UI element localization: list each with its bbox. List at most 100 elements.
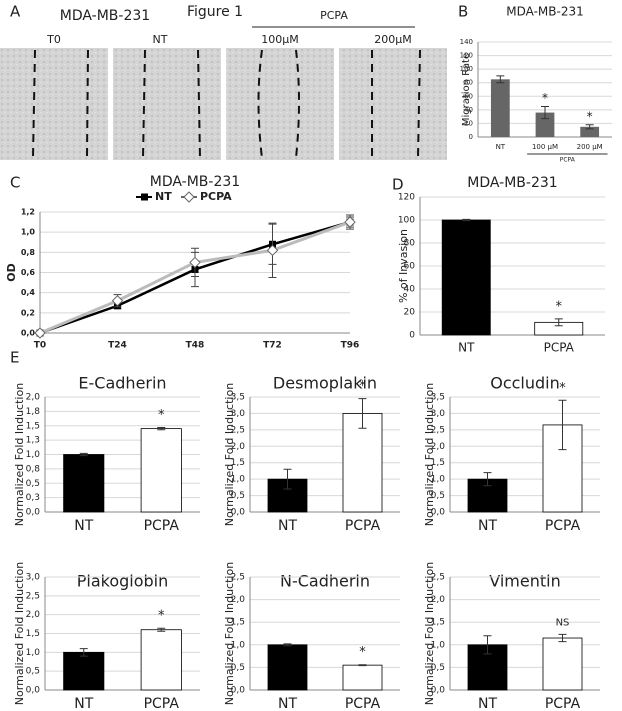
y-tick-label: 1,5 — [431, 618, 445, 628]
y-tick-label: 20 — [404, 308, 416, 318]
bar — [535, 112, 555, 137]
y-tick-label: 60 — [404, 262, 416, 272]
y-tick-label: 2,0 — [26, 610, 41, 620]
error-bar — [483, 472, 492, 487]
chart-title: MDA-MB-231 — [506, 5, 583, 19]
y-tick-label: 2,0 — [231, 595, 246, 605]
y-tick-label: 20 — [464, 119, 473, 127]
y-tick-label: 2,5 — [431, 425, 445, 435]
error-bar — [554, 318, 563, 327]
legend-marker — [183, 191, 195, 203]
y-tick-label: 100 — [398, 216, 415, 226]
y-tick-label: 120 — [398, 193, 415, 203]
y-tick-label: 0,0 — [26, 686, 41, 696]
x-tick-label: PCPA — [545, 696, 581, 711]
x-tick-label: T0 — [34, 341, 46, 351]
y-tick-label: 0,0 — [431, 508, 446, 518]
y-tick-label: 120 — [460, 52, 473, 60]
x-tick-label: NT — [74, 518, 93, 534]
x-tick-label: 100 μM — [532, 143, 558, 151]
bar — [542, 637, 583, 691]
y-tick-label: 3,5 — [231, 393, 245, 403]
panel-letter: A — [10, 3, 21, 21]
x-tick-label: PCPA — [545, 518, 581, 534]
bar — [140, 428, 182, 513]
image-label: 200μM — [374, 33, 412, 46]
panel-a-title: MDA-MB-231 — [60, 8, 150, 24]
figure-label: Figure 1 — [187, 4, 243, 20]
x-tick-label: NT — [478, 518, 497, 534]
error-bar — [79, 648, 88, 657]
y-axis-label: Normalized Fold Induction — [423, 383, 436, 526]
error-bar — [283, 643, 292, 647]
y-axis-label: OD — [5, 263, 18, 281]
x-tick-label: NT — [74, 696, 93, 711]
bar — [140, 629, 182, 691]
y-tick-label: 3,0 — [26, 573, 41, 583]
marker — [189, 256, 201, 269]
y-tick-label: 0,5 — [431, 663, 445, 673]
y-tick-label: 40 — [404, 285, 416, 295]
error-bar — [283, 468, 292, 490]
error-bar — [496, 75, 505, 84]
y-axis-label: % of Invasion — [397, 229, 410, 303]
y-tick-label: 0,0 — [21, 329, 36, 338]
y-tick-label: 2,5 — [231, 573, 245, 583]
y-tick-label: 2,5 — [431, 573, 445, 583]
y-tick-label: 1,5 — [26, 629, 40, 639]
legend-label: PCPA — [200, 190, 232, 203]
y-tick-label: 0 — [469, 133, 473, 141]
y-tick-label: 40 — [464, 106, 473, 114]
error-bar — [157, 627, 166, 632]
y-tick-label: 1,0 — [21, 228, 36, 237]
y-tick-label: 1,5 — [431, 458, 445, 468]
y-tick-label: 0,2 — [21, 308, 35, 317]
x-tick-label: NT — [278, 518, 297, 534]
x-tick-label: PCPA — [345, 518, 381, 534]
y-tick-label: 2,0 — [231, 442, 246, 452]
x-tick-label: T48 — [186, 341, 205, 351]
image-label: 100μM — [261, 33, 299, 46]
y-tick-label: 0,3 — [26, 493, 40, 503]
y-tick-label: 0,8 — [26, 464, 41, 474]
legend-label: NT — [155, 190, 172, 203]
y-tick-label: 1,0 — [26, 648, 41, 658]
chart-title: N-Cadherin — [280, 572, 370, 591]
y-tick-label: 0,0 — [231, 508, 246, 518]
group-label: PCPA — [560, 157, 576, 164]
annotation: * — [158, 408, 165, 423]
y-tick-label: 0,5 — [231, 491, 245, 501]
y-tick-label: 1,5 — [231, 458, 245, 468]
bar — [441, 219, 491, 336]
x-tick-label: NT — [278, 696, 297, 711]
bar — [63, 454, 105, 513]
y-axis-label: Normalized Fold Induction — [13, 562, 26, 705]
x-tick-label: PCPA — [345, 696, 381, 711]
y-tick-label: 0,6 — [21, 268, 36, 277]
chart-title: Vimentin — [489, 572, 560, 591]
y-tick-label: 1,5 — [231, 618, 245, 628]
x-tick-label: NT — [478, 696, 497, 711]
chart-title: Plakoglobin — [77, 572, 169, 591]
y-tick-label: 80 — [464, 79, 473, 87]
panel-letter: C — [10, 174, 20, 192]
x-tick-label: T24 — [108, 341, 127, 351]
y-tick-label: 2,0 — [26, 393, 41, 403]
panel-letter: E — [10, 349, 19, 367]
marker — [344, 216, 356, 228]
y-tick-label: 0,0 — [231, 686, 246, 696]
group-label: PCPA — [320, 9, 348, 22]
annotation: NS — [556, 617, 570, 628]
image-label: NT — [153, 33, 168, 46]
annotation: * — [542, 91, 548, 105]
annotation: * — [587, 109, 593, 123]
y-tick-label: 3,0 — [431, 409, 446, 419]
error-bar — [558, 633, 567, 643]
marker — [34, 327, 46, 339]
y-tick-label: 80 — [404, 239, 416, 249]
y-tick-label: 0 — [409, 331, 415, 341]
bar — [342, 664, 383, 691]
y-tick-label: 1,0 — [231, 640, 246, 650]
